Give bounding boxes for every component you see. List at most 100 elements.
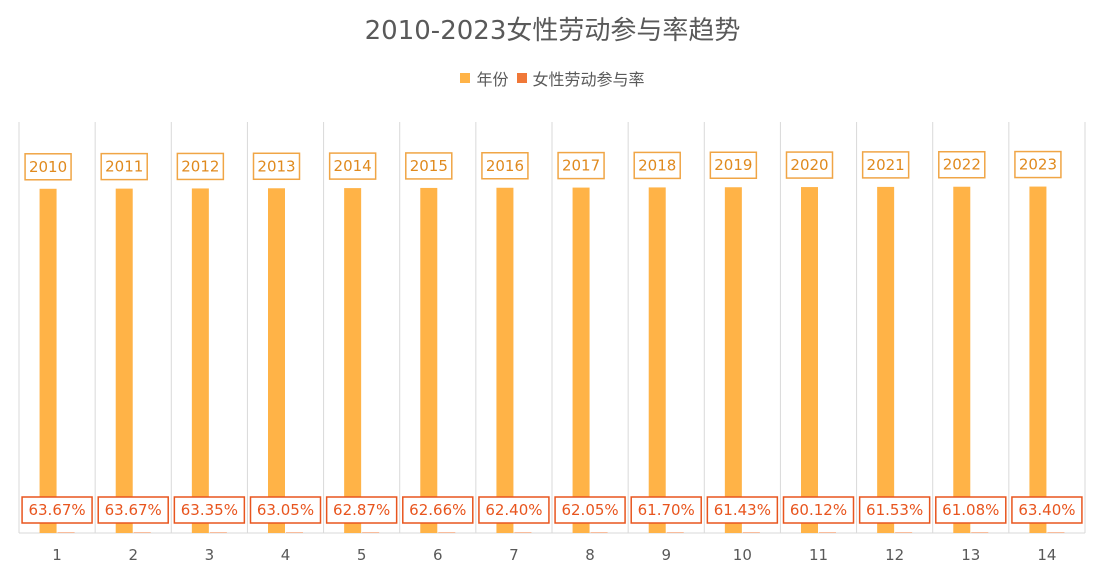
- year-label-box: [938, 150, 986, 179]
- x-tick-label: 2: [128, 546, 138, 564]
- rate-label: 63.67%: [28, 501, 85, 519]
- bar-year: [496, 187, 514, 533]
- year-label: 2013: [257, 157, 295, 175]
- year-label-box: [633, 151, 681, 180]
- rate-label-box: [935, 496, 1007, 524]
- year-label-box: [1014, 150, 1062, 179]
- x-tick-label: 9: [661, 546, 671, 564]
- bar-rate: [57, 532, 75, 533]
- x-tick-label: 11: [809, 546, 828, 564]
- rate-label: 61.53%: [866, 501, 923, 519]
- rate-label-box: [478, 496, 550, 524]
- year-label-box: [176, 152, 225, 181]
- year-label: 2021: [867, 156, 905, 174]
- x-tick-label: 8: [585, 546, 595, 564]
- year-label: 2017: [562, 157, 600, 175]
- rate-label-box: [554, 496, 626, 524]
- x-tick-label: 12: [885, 546, 904, 564]
- year-label: 2014: [334, 157, 372, 175]
- year-label-box: [785, 151, 834, 179]
- bar-rate: [895, 532, 913, 533]
- rate-label-box: [402, 496, 474, 524]
- bar-year: [344, 188, 362, 534]
- rate-label: 62.40%: [485, 501, 542, 519]
- bar-year: [39, 188, 57, 533]
- legend-swatch-year: [460, 73, 471, 83]
- year-label-box: [709, 151, 758, 179]
- x-tick-label: 14: [1037, 546, 1056, 564]
- x-tick-label: 1: [52, 546, 62, 564]
- year-label: 2015: [410, 157, 448, 175]
- year-label: 2012: [181, 157, 219, 175]
- legend-item-year[interactable]: 年份: [460, 66, 509, 90]
- rate-label-box: [325, 496, 398, 524]
- bar-year: [191, 188, 209, 533]
- year-label-box: [481, 152, 529, 180]
- rate-label-box: [97, 496, 169, 524]
- rate-label-box: [630, 496, 702, 524]
- bar-year: [953, 186, 971, 534]
- bar-rate: [286, 532, 303, 533]
- legend-label-year: 年份: [476, 70, 509, 89]
- bar-year: [572, 187, 590, 533]
- year-label: 2020: [790, 156, 828, 174]
- bar-rate: [666, 532, 684, 533]
- bar-year: [801, 187, 818, 533]
- year-label-box: [100, 152, 148, 181]
- bar-rate: [514, 532, 532, 533]
- year-label-box: [405, 152, 453, 180]
- x-tick-label: 7: [509, 546, 519, 564]
- year-label: 2023: [1019, 156, 1057, 174]
- x-tick-label: 6: [433, 546, 443, 564]
- bar-rate: [1047, 532, 1065, 533]
- year-label-box: [24, 153, 72, 181]
- bar-rate: [971, 532, 989, 533]
- legend-label-rate: 女性劳动参与率: [532, 70, 645, 89]
- rate-label-box: [21, 496, 93, 524]
- rate-label: 63.40%: [1018, 501, 1075, 519]
- x-tick-label: 10: [733, 546, 752, 564]
- bar-year: [420, 187, 438, 533]
- bar-year: [648, 187, 666, 534]
- rate-label-box: [173, 496, 246, 524]
- chart-title: 2010-2023女性劳动参与率趋势: [364, 16, 741, 46]
- year-label: 2011: [105, 158, 143, 176]
- bar-rate: [438, 532, 456, 533]
- rate-label-box: [1011, 496, 1083, 524]
- year-label: 2022: [943, 156, 981, 174]
- bar-rate: [209, 532, 227, 533]
- x-tick-label: 4: [281, 546, 291, 564]
- legend-swatch-rate: [516, 73, 527, 83]
- year-label-box: [252, 152, 301, 181]
- bar-rate: [742, 532, 760, 533]
- year-label-box: [328, 152, 377, 180]
- legend: 年份 女性劳动参与率: [0, 66, 1105, 90]
- rate-label: 61.70%: [638, 501, 695, 519]
- year-label-box: [861, 151, 910, 179]
- bar-rate: [133, 532, 151, 533]
- bar-year: [877, 186, 895, 533]
- rate-label-box: [249, 496, 322, 524]
- rate-label: 63.35%: [181, 501, 238, 519]
- x-tick-label: 3: [205, 546, 215, 564]
- year-label: 2016: [486, 157, 524, 175]
- year-label: 2018: [638, 156, 676, 174]
- year-label: 2010: [29, 158, 67, 176]
- rate-label: 61.43%: [714, 501, 771, 519]
- rate-label: 62.05%: [561, 501, 618, 519]
- bar-year: [724, 187, 742, 533]
- bar-rate: [819, 532, 836, 533]
- bar-year: [115, 188, 133, 533]
- x-tick-label: 13: [961, 546, 980, 564]
- rate-label: 61.08%: [942, 501, 999, 519]
- rate-label: 63.67%: [105, 501, 162, 519]
- x-tick-label: 5: [357, 546, 367, 564]
- legend-item-rate[interactable]: 女性劳动参与率: [516, 66, 645, 90]
- rate-label: 62.66%: [409, 501, 466, 519]
- bar-year: [1029, 186, 1047, 533]
- rate-label-box: [858, 496, 931, 524]
- rate-label-box: [706, 496, 779, 524]
- rate-label: 63.05%: [257, 501, 314, 519]
- year-label: 2019: [714, 156, 752, 174]
